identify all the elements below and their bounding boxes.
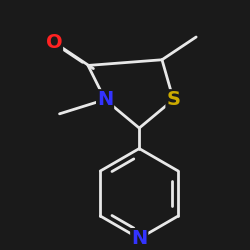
- Text: S: S: [166, 90, 180, 109]
- Text: N: N: [131, 229, 147, 248]
- Text: O: O: [46, 33, 62, 52]
- Text: N: N: [97, 90, 113, 109]
